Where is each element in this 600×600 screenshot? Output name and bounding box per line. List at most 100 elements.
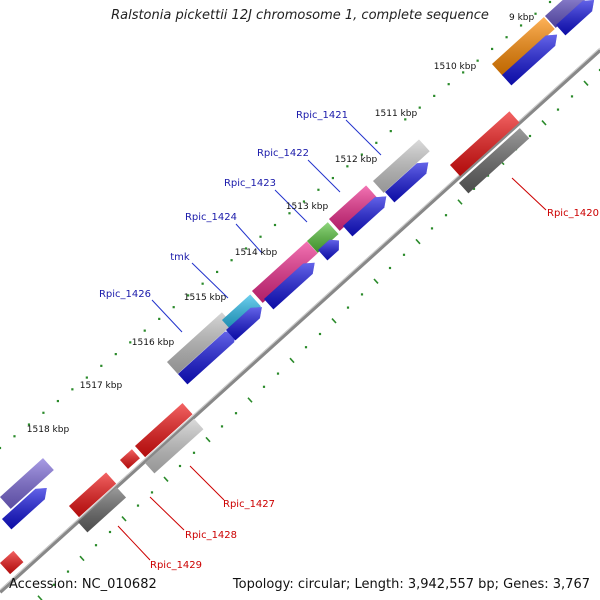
cds-fwd-2 <box>226 307 262 341</box>
outer-ruler-lower-dot <box>318 332 322 336</box>
cds-fwd-6-shade <box>385 162 429 203</box>
topology-text: Topology: circular; Length: 3,942,557 bp… <box>232 577 590 592</box>
label-leaders <box>117 119 547 561</box>
gene-rpic-1421-shade <box>373 139 430 193</box>
outer-ruler-upper-dot <box>302 200 306 203</box>
gene-rpic-1420-shade <box>450 111 520 177</box>
outer-ruler-lower-dot <box>108 530 112 534</box>
tick-label: 1517 kbp <box>80 381 123 391</box>
outer-ruler-lower-dot <box>528 134 532 138</box>
cds-fwd-2-shade <box>226 307 262 341</box>
outer-ruler-upper-dot <box>85 376 88 379</box>
outer-ruler-upper-dot <box>143 329 146 332</box>
gene-label-reverse: Rpic_1427 <box>223 499 275 510</box>
outer-ruler-lower-dot <box>262 385 266 388</box>
gene-tmk-shade <box>222 294 261 332</box>
outer-ruler-upper-dot <box>56 399 59 403</box>
cds-rev-1420 <box>459 128 530 194</box>
outer-ruler-upper-dot <box>100 364 103 367</box>
outer-ruler-lower-dot <box>346 306 350 309</box>
outer-ruler-upper-dot <box>172 306 175 309</box>
gene-rpic-1422-shade <box>329 185 377 231</box>
gene-label: Rpic_1424 <box>185 212 237 223</box>
outer-ruler-lower-dot <box>234 412 238 415</box>
cds-rev-1428-shade <box>78 487 126 533</box>
outer-ruler-upper-dot <box>548 0 552 4</box>
leader-line <box>151 299 183 333</box>
leader-line <box>235 223 263 254</box>
leader-line <box>345 119 382 156</box>
outer-ruler-upper-dot <box>519 24 523 27</box>
gene-rpic-1421 <box>373 139 430 193</box>
outer-ruler-upper-dot <box>158 317 161 320</box>
leader-line-reverse <box>117 525 151 561</box>
outer-ruler-lower-tick <box>121 516 127 522</box>
outer-ruler-lower-dot <box>598 68 600 72</box>
gene-rpic-1424 <box>252 241 318 303</box>
outer-ruler-lower-tick <box>205 436 211 443</box>
outer-ruler-lower-dot <box>444 214 448 217</box>
tick-label: 1518 kbp <box>27 425 70 435</box>
outer-ruler-upper-dot <box>201 282 204 285</box>
gene-rpic-1426-shade <box>167 312 233 374</box>
gene-purple-left <box>0 458 54 509</box>
gene-tmk <box>222 294 261 332</box>
tick-label: 1510 kbp <box>434 62 477 72</box>
cds-rev-1427 <box>145 418 204 474</box>
outer-ruler-upper-dot <box>230 259 233 262</box>
outer-ruler-lower-dot <box>276 372 280 375</box>
gene-purple-top <box>545 0 586 28</box>
outer-ruler-upper-dot <box>273 223 277 227</box>
outer-ruler-upper-dot <box>27 423 31 426</box>
gene-rpic-1429-shade <box>0 550 24 575</box>
outer-ruler-lower-dot <box>556 108 560 111</box>
leader-line <box>274 189 308 223</box>
outer-ruler-lower-tick <box>415 238 421 245</box>
outer-ruler-lower-tick <box>331 318 337 324</box>
outer-ruler-lower-tick <box>289 357 295 364</box>
gene-rpic-1420 <box>450 111 520 177</box>
leader-line-reverse <box>189 465 225 501</box>
gene-small-red-shade <box>120 449 140 469</box>
outer-ruler-upper-dot <box>42 411 45 414</box>
outer-ruler-upper-dot <box>259 235 262 238</box>
outer-ruler-lower-dot <box>220 425 224 428</box>
cds-fwd-8 <box>556 0 595 36</box>
outer-ruler-upper-dot <box>418 106 421 109</box>
tick-label: 1513 kbp <box>286 202 329 212</box>
outer-ruler-lower-tick <box>163 476 169 482</box>
outer-ruler-lower-dot <box>150 491 154 494</box>
gene-label-reverse: Rpic_1429 <box>150 560 202 571</box>
gene-features <box>0 0 595 575</box>
gene-rpic-1422 <box>329 185 377 231</box>
cds-fwd-3-shade <box>264 262 315 310</box>
outer-ruler-upper-dot <box>505 36 508 39</box>
gene-purple-top-shade <box>545 0 586 28</box>
outer-ruler-upper-dot <box>476 59 479 62</box>
gene-label: Rpic_1422 <box>257 148 309 159</box>
outer-ruler-lower-dot <box>66 570 70 573</box>
outer-ruler-lower-tick <box>247 397 253 403</box>
leader-line <box>191 262 229 299</box>
cds-fwd-9-shade <box>2 488 47 530</box>
cds-fwd-5-shade <box>343 196 387 237</box>
outer-ruler-upper-dot <box>389 130 392 133</box>
tick-label: 1515 kbp <box>184 293 227 303</box>
outer-ruler-upper-dot <box>447 83 450 86</box>
outer-ruler-lower-dot <box>192 451 196 454</box>
outer-ruler-upper-dot <box>216 270 219 274</box>
tick-label: 1516 kbp <box>132 338 175 348</box>
cds-fwd-7 <box>502 34 558 86</box>
map-title: Ralstonia pickettii 12J chromosome 1, co… <box>111 8 489 23</box>
tick-label: 1511 kbp <box>375 109 418 119</box>
outer-ruler-upper-dot <box>433 94 436 97</box>
gene-rpic-1423 <box>307 222 339 253</box>
outer-ruler-upper-dot <box>360 153 363 156</box>
outer-ruler-lower-dot <box>304 346 308 349</box>
outer-ruler-upper-dot <box>129 341 132 344</box>
outer-ruler-upper-dot <box>462 71 465 74</box>
outer-ruler-lower-tick <box>457 199 463 205</box>
outer-ruler-upper-dot <box>491 47 494 51</box>
gene-rpic-1429 <box>0 550 24 575</box>
